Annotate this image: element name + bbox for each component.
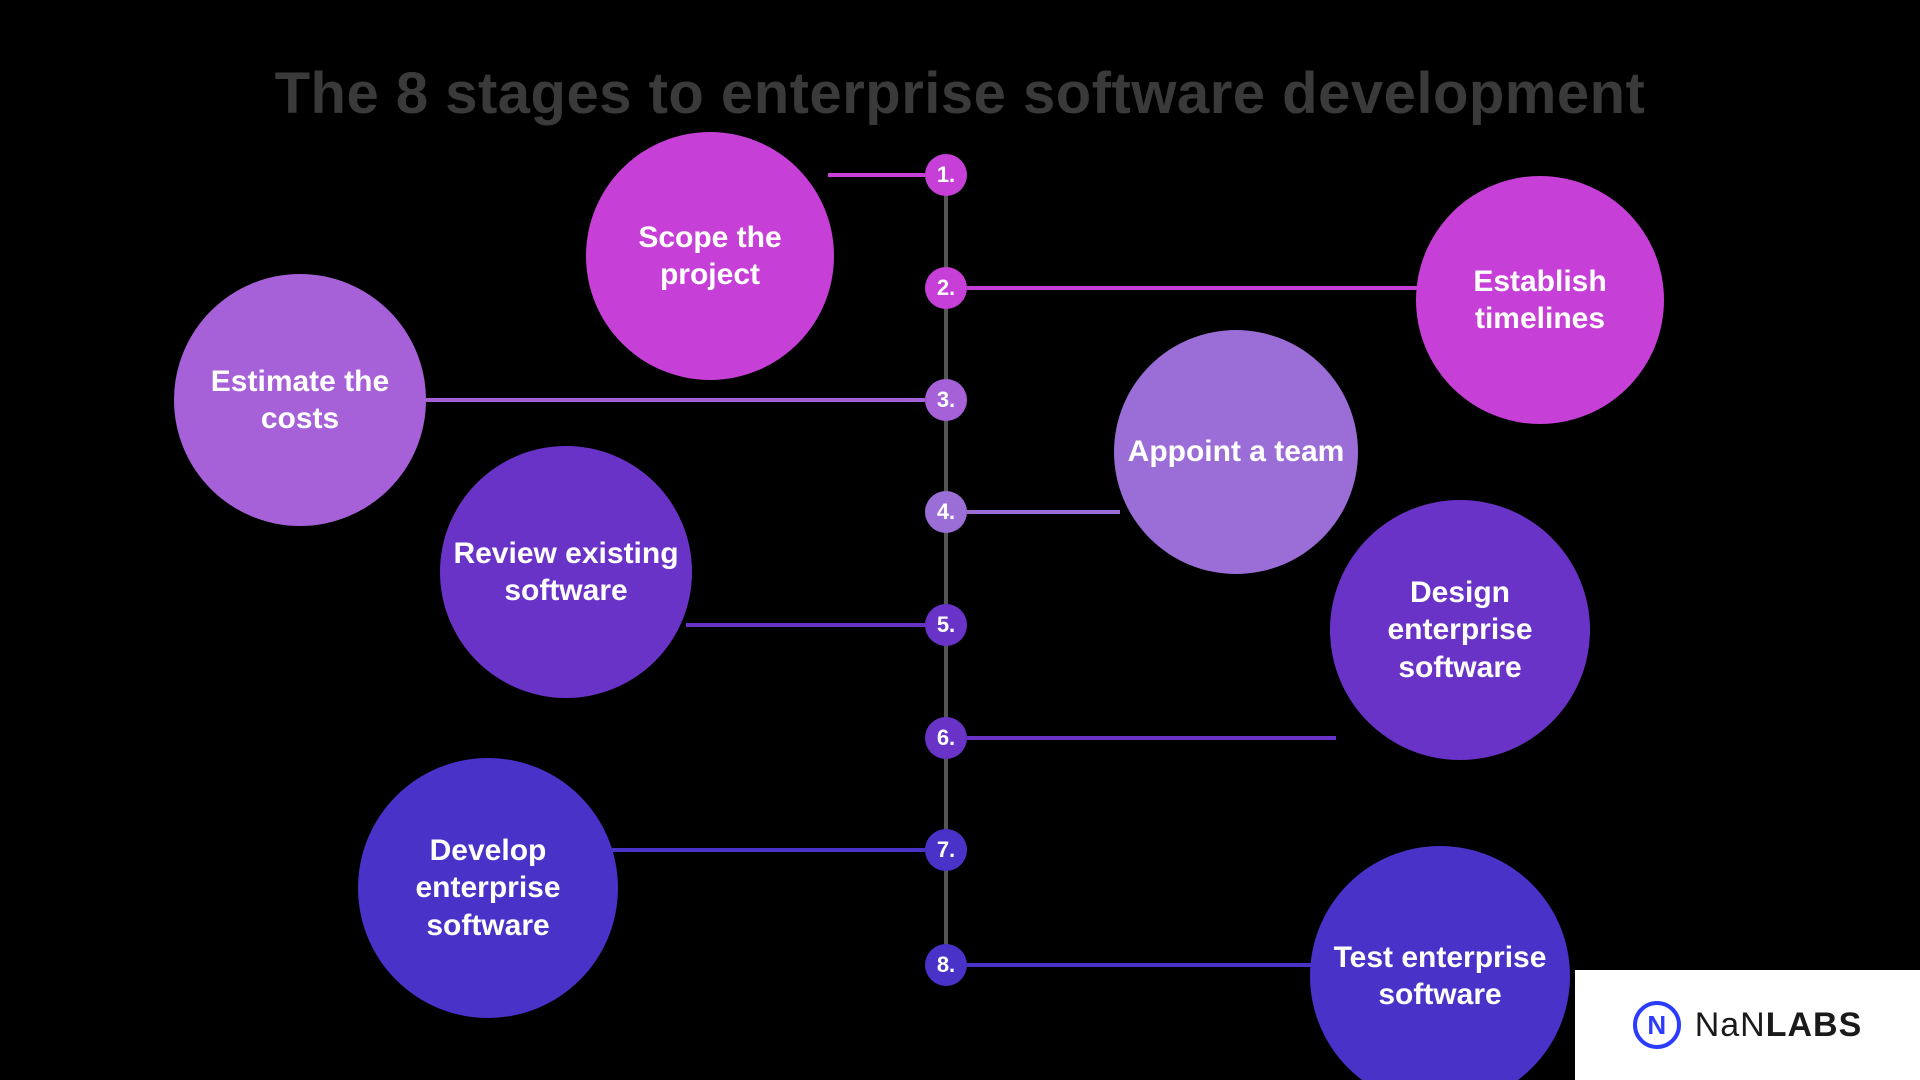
connector-8 xyxy=(967,963,1316,967)
step-number-6: 6. xyxy=(925,717,967,759)
connector-2 xyxy=(967,286,1422,290)
stage-bubble-8: Test enterprise software xyxy=(1310,846,1570,1080)
connector-7 xyxy=(612,848,925,852)
stage-bubble-4: Appoint a team xyxy=(1114,330,1358,574)
step-number-8: 8. xyxy=(925,944,967,986)
stage-label-7: Develop enterprise software xyxy=(358,832,618,945)
stage-bubble-6: Design enterprise software xyxy=(1330,500,1590,760)
stage-bubble-7: Develop enterprise software xyxy=(358,758,618,1018)
step-number-7: 7. xyxy=(925,829,967,871)
step-number-2: 2. xyxy=(925,267,967,309)
connector-4 xyxy=(967,510,1120,514)
connector-5 xyxy=(686,623,925,627)
connector-6 xyxy=(967,736,1336,740)
brand-logo: N NaNLABS xyxy=(1575,970,1920,1080)
step-number-5: 5. xyxy=(925,604,967,646)
logo-text: NaNLABS xyxy=(1695,1006,1863,1045)
stage-label-4: Appoint a team xyxy=(1118,433,1355,471)
stage-bubble-1: Scope the project xyxy=(586,132,834,380)
stage-bubble-3: Estimate the costs xyxy=(174,274,426,526)
logo-mark-icon: N xyxy=(1633,1001,1681,1049)
connector-1 xyxy=(828,173,925,177)
page-title: The 8 stages to enterprise software deve… xyxy=(0,60,1920,127)
step-number-1: 1. xyxy=(925,154,967,196)
step-number-3: 3. xyxy=(925,379,967,421)
stage-label-5: Review existing software xyxy=(440,535,692,610)
stage-label-2: Establish timelines xyxy=(1416,263,1664,338)
step-number-4: 4. xyxy=(925,491,967,533)
stage-label-3: Estimate the costs xyxy=(174,363,426,438)
stage-label-6: Design enterprise software xyxy=(1330,574,1590,687)
stage-bubble-5: Review existing software xyxy=(440,446,692,698)
logo-text-thin: NaN xyxy=(1695,1006,1766,1044)
stage-label-8: Test enterprise software xyxy=(1310,939,1570,1014)
stage-bubble-2: Establish timelines xyxy=(1416,176,1664,424)
stage-label-1: Scope the project xyxy=(586,219,834,294)
connector-3 xyxy=(420,398,925,402)
logo-text-bold: LABS xyxy=(1766,1006,1863,1044)
